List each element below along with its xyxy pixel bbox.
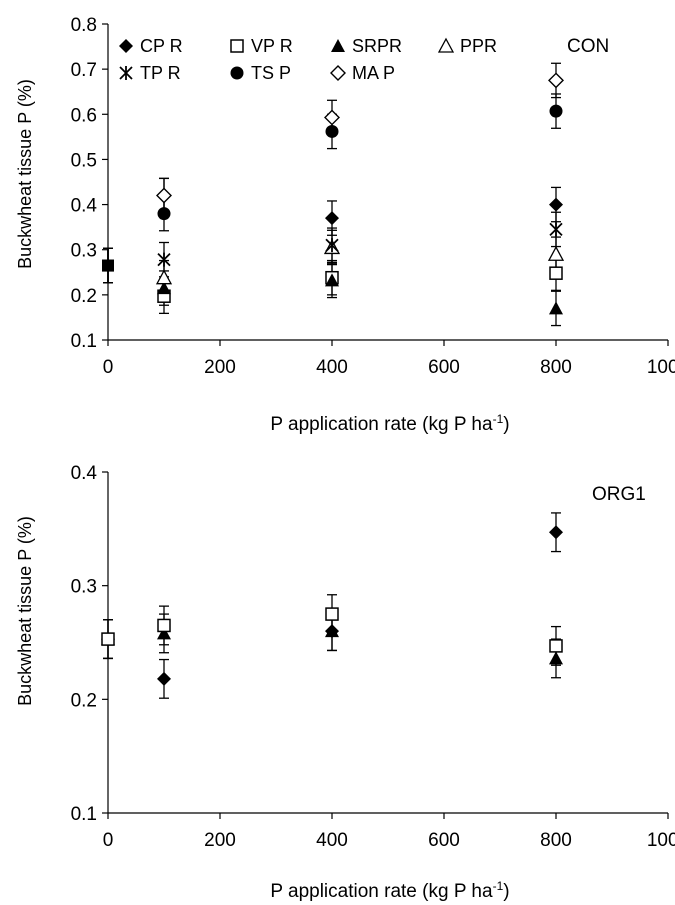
legend-item-map: MA P bbox=[330, 63, 395, 83]
data-point-cpr bbox=[157, 671, 171, 686]
legend-item-ppr: PPR bbox=[437, 36, 497, 56]
legend-label: TP R bbox=[140, 63, 181, 83]
x-tick-label: 200 bbox=[204, 830, 236, 851]
y-tick-label: 0.1 bbox=[71, 804, 97, 825]
data-point-tsp bbox=[549, 104, 563, 118]
data-point-cpr bbox=[549, 197, 563, 212]
x-tick-label: 600 bbox=[428, 357, 460, 378]
legend-marker-map bbox=[330, 65, 346, 81]
data-point-vpr bbox=[101, 632, 115, 646]
data-point-cpr bbox=[549, 525, 563, 540]
data-point-srpr bbox=[157, 281, 171, 295]
y-tick-label: 0.4 bbox=[71, 196, 98, 217]
x-tick-label: 400 bbox=[316, 830, 348, 851]
legend-item-cpr: CP R bbox=[119, 36, 183, 56]
y-tick-label: 0.2 bbox=[71, 286, 97, 307]
x-axis-label: P application rate (kg P ha-1) bbox=[270, 412, 509, 435]
x-tick-label: 1000 bbox=[647, 357, 675, 378]
y-tick-label: 0.6 bbox=[71, 105, 97, 126]
chart-panel-org1: 0.1 0.2 0.3 0.4 0 200 400 600 800 1000 ORG1 Buckw… bbox=[15, 463, 675, 902]
panel-label: CON bbox=[567, 36, 609, 57]
data-point-vpr bbox=[549, 266, 563, 280]
data-point-vpr bbox=[325, 607, 339, 621]
legend-label: MA P bbox=[352, 63, 395, 83]
data-point-tpr bbox=[325, 238, 339, 253]
y-axis-label: Buckwheat tissue P (%) bbox=[15, 79, 35, 269]
legend-marker-vpr bbox=[230, 39, 244, 53]
x-tick-label: 0 bbox=[103, 357, 114, 378]
legend-marker-ppr bbox=[437, 37, 455, 53]
legend: CP R VP R SRPR PPR TP R TS P MA P bbox=[119, 36, 497, 83]
data-point-vpr bbox=[549, 639, 563, 653]
legend-item-tpr: TP R bbox=[119, 63, 181, 83]
data-point-map bbox=[102, 259, 114, 272]
data-point-cpr bbox=[325, 211, 339, 226]
legend-label: TS P bbox=[251, 63, 291, 83]
data-point-srpr bbox=[157, 626, 171, 640]
x-tick-label: 200 bbox=[204, 357, 236, 378]
legend-label: SRPR bbox=[352, 36, 402, 56]
legend-marker-srpr bbox=[331, 39, 345, 52]
y-tick-label: 0.8 bbox=[71, 15, 97, 36]
y-tick-label: 0.1 bbox=[71, 331, 97, 352]
y-tick-label: 0.2 bbox=[71, 690, 97, 711]
x-tick-label: 800 bbox=[540, 357, 572, 378]
legend-marker-tpr bbox=[119, 66, 133, 80]
panel-label: ORG1 bbox=[592, 484, 646, 505]
data-point-map bbox=[324, 109, 340, 126]
x-tick-label: 600 bbox=[428, 830, 460, 851]
data-point-tpr bbox=[157, 252, 171, 267]
legend-marker-tsp bbox=[230, 66, 244, 80]
x-tick-label: 800 bbox=[540, 830, 572, 851]
x-tick-label: 0 bbox=[103, 830, 114, 851]
y-tick-label: 0.5 bbox=[71, 150, 97, 171]
legend-marker-cpr bbox=[119, 39, 133, 53]
data-point-tpr bbox=[549, 222, 563, 237]
data-point-srpr bbox=[549, 301, 563, 315]
x-tick-label: 1000 bbox=[647, 830, 675, 851]
data-point-tsp bbox=[157, 207, 171, 221]
y-tick-label: 0.7 bbox=[71, 60, 97, 81]
legend-label: CP R bbox=[140, 36, 183, 56]
chart-panel-con: 0.1 0.2 0.3 0.4 0.5 0.6 0.7 0.8 0 200 400 600 800 100… bbox=[15, 15, 675, 435]
plot-area: 0.1 0.2 0.3 0.4 0 200 400 600 800 1000 bbox=[71, 463, 675, 851]
y-axis-label: Buckwheat tissue P (%) bbox=[15, 516, 35, 706]
y-tick-label: 0.3 bbox=[71, 577, 97, 598]
data-point-tsp bbox=[325, 124, 339, 138]
data-point-srpr bbox=[549, 651, 563, 665]
legend-item-vpr: VP R bbox=[230, 36, 293, 56]
data-point-vpr bbox=[157, 618, 171, 633]
data-point-srpr bbox=[325, 624, 339, 638]
data-point-ppr bbox=[155, 269, 173, 285]
x-tick-label: 400 bbox=[316, 357, 348, 378]
data-point-srpr bbox=[325, 273, 339, 287]
data-point-ppr bbox=[547, 245, 565, 261]
data-point-map bbox=[548, 72, 564, 89]
legend-item-srpr: SRPR bbox=[331, 36, 402, 56]
y-tick-label: 0.3 bbox=[71, 241, 97, 262]
legend-label: PPR bbox=[460, 36, 497, 56]
legend-item-tsp: TS P bbox=[230, 63, 291, 83]
x-axis-label: P application rate (kg P ha-1) bbox=[270, 879, 509, 902]
legend-label: VP R bbox=[251, 36, 293, 56]
plot-area: 0.1 0.2 0.3 0.4 0.5 0.6 0.7 0.8 0 200 400 600 800 100… bbox=[71, 15, 675, 378]
y-tick-label: 0.4 bbox=[71, 463, 98, 484]
data-point-map bbox=[156, 187, 172, 204]
